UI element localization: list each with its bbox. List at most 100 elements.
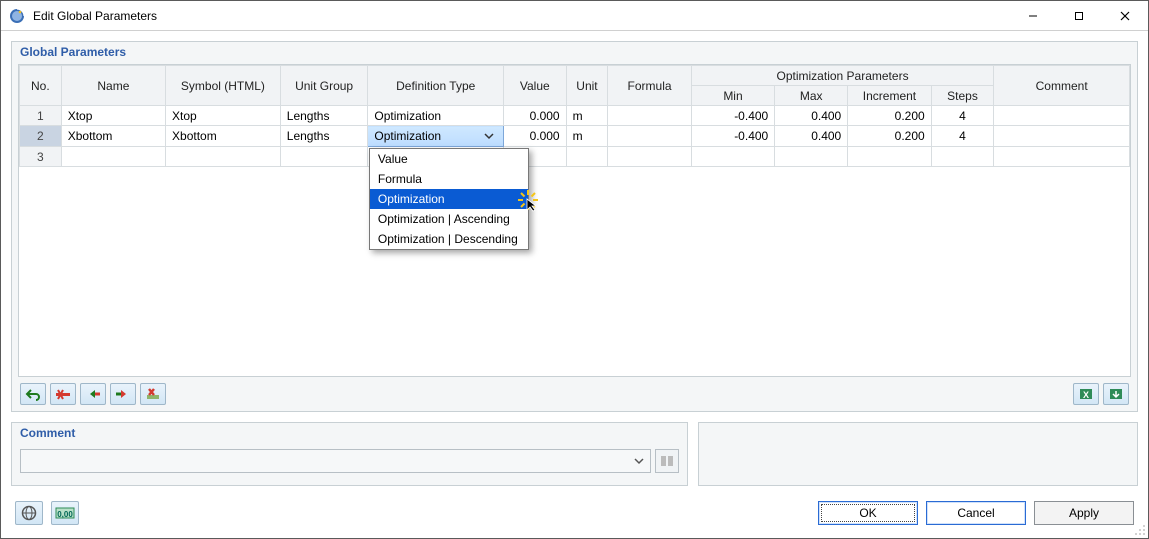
maximize-button[interactable] xyxy=(1056,1,1102,31)
col-unit[interactable]: Unit xyxy=(566,66,608,106)
delete-row-button[interactable] xyxy=(50,383,76,405)
col-max[interactable]: Max xyxy=(775,86,848,106)
dialog-footer: 0,00 OK Cancel Apply xyxy=(11,496,1138,530)
app-icon xyxy=(9,8,25,24)
cell-unit[interactable] xyxy=(566,147,608,167)
cell-no[interactable]: 1 xyxy=(20,106,62,126)
col-unit-group[interactable]: Unit Group xyxy=(280,66,368,106)
table-row[interactable]: 1XtopXtopLengthsOptimization0.000m-0.400… xyxy=(20,106,1130,126)
comment-combo[interactable] xyxy=(20,449,651,473)
dropdown-option[interactable]: Formula xyxy=(370,169,528,189)
minimize-button[interactable] xyxy=(1010,1,1056,31)
cell-increment[interactable]: 0.200 xyxy=(848,106,931,126)
cell-max[interactable]: 0.400 xyxy=(775,106,848,126)
cell-symbol[interactable]: Xbottom xyxy=(166,126,281,147)
cell-def_type[interactable]: Optimization xyxy=(368,106,504,126)
cell-steps[interactable]: 4 xyxy=(931,126,994,147)
cell-def_type[interactable]: Optimization xyxy=(368,126,504,147)
comment-panel: Comment xyxy=(11,422,688,486)
dialog-window: Edit Global Parameters Global Parameters xyxy=(0,0,1149,539)
svg-text:X: X xyxy=(1083,390,1089,400)
shift-right-button[interactable] xyxy=(110,383,136,405)
table-row[interactable]: 3 xyxy=(20,147,1130,167)
resize-grip[interactable] xyxy=(1134,524,1146,536)
cell-no[interactable]: 2 xyxy=(20,126,62,147)
cell-value[interactable]: 0.000 xyxy=(504,106,567,126)
titlebar: Edit Global Parameters xyxy=(1,1,1148,31)
cell-max[interactable] xyxy=(775,147,848,167)
cell-unit_group[interactable] xyxy=(280,147,368,167)
cell-increment[interactable] xyxy=(848,147,931,167)
cell-name[interactable]: Xbottom xyxy=(61,126,165,147)
parameters-grid[interactable]: No. Name Symbol (HTML) Unit Group Defini… xyxy=(18,64,1131,377)
dropdown-option[interactable]: Optimization | Descending xyxy=(370,229,528,249)
cell-no[interactable]: 3 xyxy=(20,147,62,167)
svg-text:0,00: 0,00 xyxy=(57,510,73,519)
cell-unit_group[interactable]: Lengths xyxy=(280,126,368,147)
table-row[interactable]: 2XbottomXbottomLengthsOptimization0.000m… xyxy=(20,126,1130,147)
cell-steps[interactable] xyxy=(931,147,994,167)
cell-unit_group[interactable]: Lengths xyxy=(280,106,368,126)
col-steps[interactable]: Steps xyxy=(931,86,994,106)
cell-increment[interactable]: 0.200 xyxy=(848,126,931,147)
cancel-button[interactable]: Cancel xyxy=(926,501,1026,525)
col-def-type[interactable]: Definition Type xyxy=(368,66,504,106)
definition-type-dropdown[interactable]: ValueFormulaOptimizationOptimization | A… xyxy=(369,148,529,250)
cancel-label: Cancel xyxy=(957,506,994,520)
cell-min[interactable]: -0.400 xyxy=(691,106,774,126)
cell-min[interactable]: -0.400 xyxy=(691,126,774,147)
cell-name[interactable]: Xtop xyxy=(61,106,165,126)
col-name[interactable]: Name xyxy=(61,66,165,106)
dropdown-option[interactable]: Optimization | Ascending xyxy=(370,209,528,229)
col-min[interactable]: Min xyxy=(691,86,774,106)
col-no[interactable]: No. xyxy=(20,66,62,106)
col-value[interactable]: Value xyxy=(504,66,567,106)
col-formula[interactable]: Formula xyxy=(608,66,691,106)
cursor-indicator xyxy=(516,188,540,212)
cell-symbol[interactable]: Xtop xyxy=(166,106,281,126)
cell-name[interactable] xyxy=(61,147,165,167)
dropdown-option[interactable]: Optimization xyxy=(370,189,528,209)
units-button[interactable]: 0,00 xyxy=(51,501,79,525)
cell-unit[interactable]: m xyxy=(566,126,608,147)
grid-toolbar: X xyxy=(18,383,1131,405)
shift-left-button[interactable] xyxy=(80,383,106,405)
delete-all-button[interactable] xyxy=(140,383,166,405)
chevron-down-icon xyxy=(634,456,644,466)
col-increment[interactable]: Increment xyxy=(848,86,931,106)
panel-title: Global Parameters xyxy=(12,41,134,63)
help-button[interactable] xyxy=(15,501,43,525)
client-area: Global Parameters No. Name Symbol (HTML)… xyxy=(1,31,1148,538)
preview-panel xyxy=(698,422,1138,486)
ok-button[interactable]: OK xyxy=(818,501,918,525)
cell-formula[interactable] xyxy=(608,106,691,126)
col-symbol[interactable]: Symbol (HTML) xyxy=(166,66,281,106)
apply-button[interactable]: Apply xyxy=(1034,501,1134,525)
cell-min[interactable] xyxy=(691,147,774,167)
dropdown-option[interactable]: Value xyxy=(370,149,528,169)
cell-unit[interactable]: m xyxy=(566,106,608,126)
col-group-optimization[interactable]: Optimization Parameters xyxy=(691,66,994,86)
apply-label: Apply xyxy=(1069,506,1099,520)
comment-row: Comment xyxy=(11,422,1138,486)
import-excel-button[interactable] xyxy=(1103,383,1129,405)
col-comment[interactable]: Comment xyxy=(994,66,1130,106)
close-button[interactable] xyxy=(1102,1,1148,31)
global-parameters-panel: Global Parameters No. Name Symbol (HTML)… xyxy=(11,41,1138,412)
comment-panel-title: Comment xyxy=(12,422,83,444)
ok-label: OK xyxy=(859,506,876,520)
cell-comment[interactable] xyxy=(994,106,1130,126)
cell-value[interactable]: 0.000 xyxy=(504,126,567,147)
chevron-down-icon xyxy=(481,128,497,144)
cell-comment[interactable] xyxy=(994,126,1130,147)
cell-formula[interactable] xyxy=(608,147,691,167)
undo-button[interactable] xyxy=(20,383,46,405)
cell-formula[interactable] xyxy=(608,126,691,147)
export-excel-button[interactable]: X xyxy=(1073,383,1099,405)
cell-steps[interactable]: 4 xyxy=(931,106,994,126)
comment-library-button[interactable] xyxy=(655,449,679,473)
cell-comment[interactable] xyxy=(994,147,1130,167)
dialog-title: Edit Global Parameters xyxy=(33,9,157,23)
cell-symbol[interactable] xyxy=(166,147,281,167)
cell-max[interactable]: 0.400 xyxy=(775,126,848,147)
